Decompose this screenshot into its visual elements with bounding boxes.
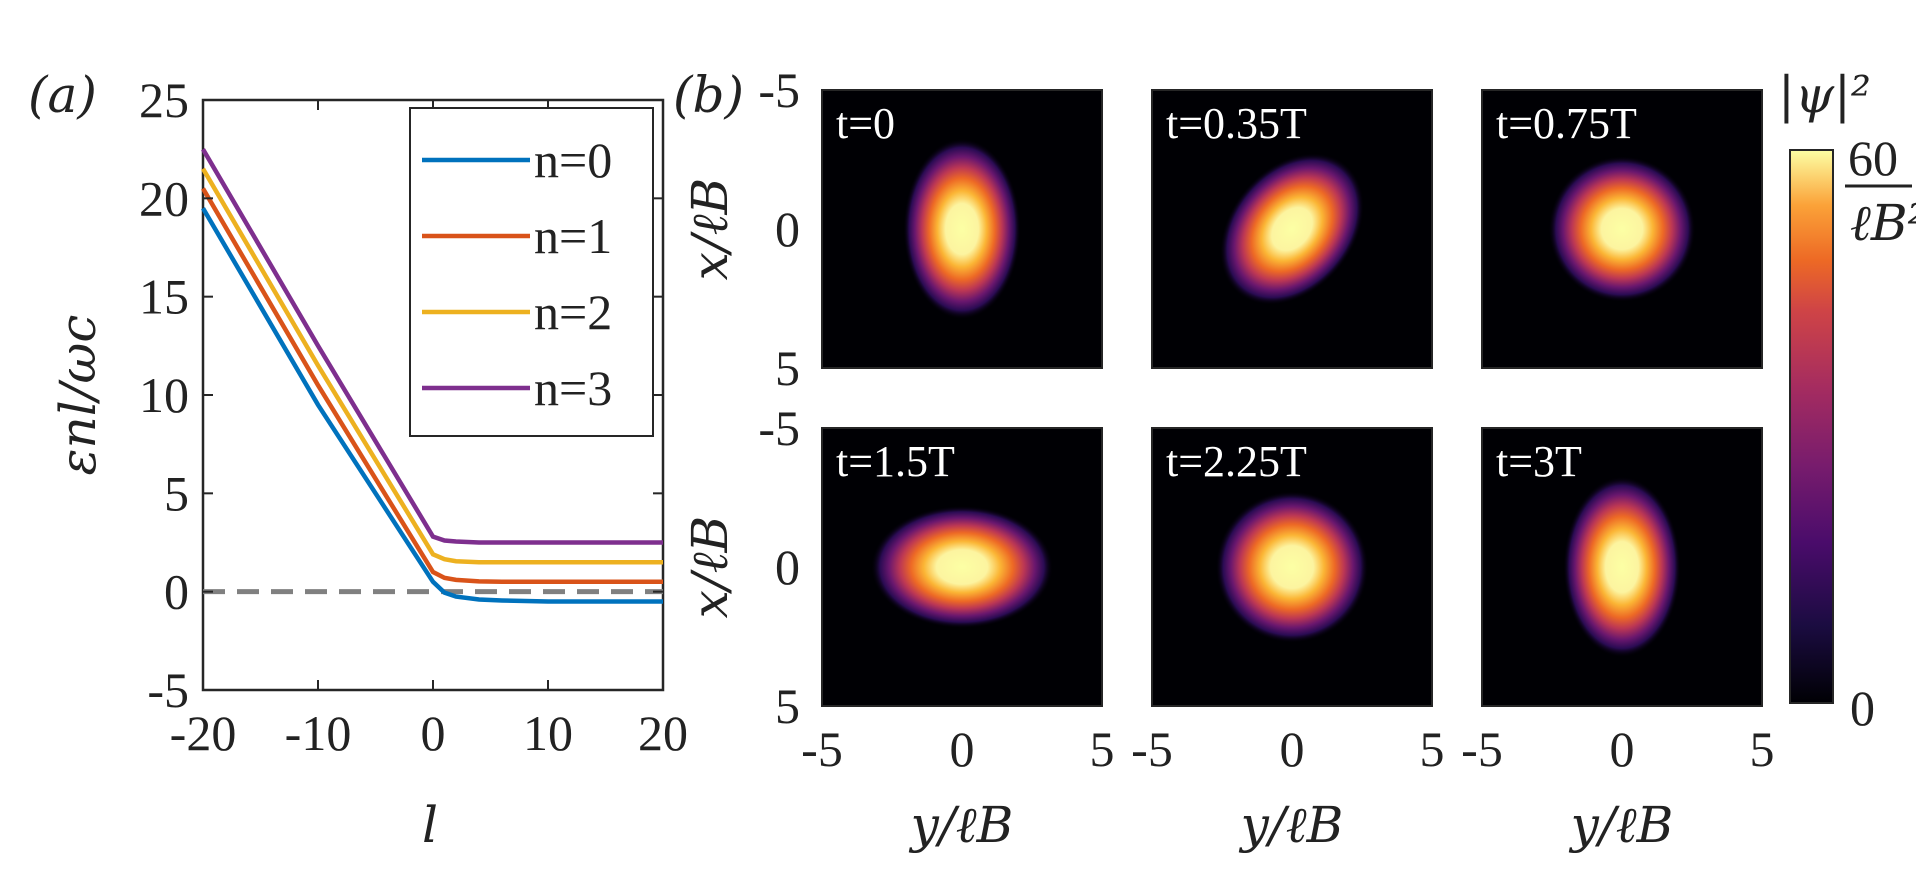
time-label: t=1.5T: [836, 437, 955, 486]
panel-b-label: (b): [673, 66, 744, 124]
heatmap-y-tick-label: 5: [775, 340, 800, 396]
y-tick-label: -5: [147, 662, 189, 718]
x-tick-label: -10: [285, 705, 352, 761]
density-blob: [870, 505, 1054, 629]
heatmap-x-tick-label: -5: [1131, 721, 1173, 777]
colorbar-max-unit: ℓB²: [1850, 194, 1916, 252]
legend-entry-n1: n=1: [534, 208, 612, 264]
heatmap-ylabel: x/ℓB: [681, 516, 739, 619]
series-line-n0: [201, 207, 663, 604]
panel-a-xlabel: l: [422, 796, 438, 854]
panel-a-ylabel: εnl/ωc: [49, 315, 107, 476]
panel-a-ticks: [202, 99, 664, 691]
y-tick-label: 10: [139, 367, 189, 423]
colorbar-min-label: 0: [1850, 680, 1875, 736]
heatmap-x-tick-label: 0: [1280, 721, 1305, 777]
heatmap-x-tick-label: -5: [1461, 721, 1503, 777]
density-blob: [1219, 152, 1365, 306]
panel-a-tick-labels: -20 -10 0 10 20 25 20 15 10 5 0 -5: [139, 72, 688, 761]
heatmap-x-tick-label: 5: [1090, 721, 1115, 777]
heatmap-x-tick-label: 0: [950, 721, 975, 777]
heatmap-xlabel: y/ℓB: [1239, 796, 1344, 854]
time-label: t=2.25T: [1166, 437, 1307, 486]
panel-a-label: (a): [28, 66, 97, 124]
heatmap-frame: t=0.75T: [1481, 89, 1763, 369]
heatmap-y-tick-label: -5: [758, 62, 800, 118]
y-tick-label: 20: [139, 170, 189, 226]
density-blob: [903, 138, 1021, 320]
legend-entry-n3: n=3: [534, 360, 612, 416]
colorbar-scale: [1789, 149, 1834, 704]
x-tick-label: 20: [638, 705, 688, 761]
heatmap-y-tick-label: 0: [775, 539, 800, 595]
legend-entry-n2: n=2: [534, 284, 612, 340]
series-line-n1: [201, 187, 663, 585]
series-line-n2: [201, 167, 663, 565]
heatmap-xlabel: y/ℓB: [909, 796, 1014, 854]
density-blob: [1563, 476, 1681, 658]
y-tick-label: 5: [164, 465, 189, 521]
series-line-n3: [201, 148, 663, 545]
heatmap-x-tick-label: 5: [1750, 721, 1775, 777]
heatmap-x-tick-label: 5: [1420, 721, 1445, 777]
time-label: t=0.75T: [1496, 99, 1637, 148]
heatmap-frame: t=3T: [1481, 427, 1763, 707]
heatmap-ylabel: x/ℓB: [681, 178, 739, 281]
heatmap-frame: t=2.25T: [1151, 427, 1433, 707]
time-label: t=0.35T: [1166, 99, 1307, 148]
panel-a-series: [201, 148, 663, 604]
y-tick-label: 0: [164, 564, 189, 620]
density-blob: [1548, 156, 1696, 302]
heatmap-xlabel: y/ℓB: [1569, 796, 1674, 854]
panel-b-axis-labels: y/ℓB y/ℓB y/ℓB x/ℓB x/ℓB: [681, 178, 1673, 854]
x-tick-label: 0: [421, 705, 446, 761]
colorbar-max-label: 60: [1848, 130, 1898, 186]
heatmap-grid: t=0 t=0.35T t=0.75T t=1.5T t=2.25T t=3T: [821, 89, 1763, 707]
time-label: t=3T: [1496, 437, 1582, 486]
heatmap-y-tick-label: 0: [775, 201, 800, 257]
legend-box: [409, 107, 654, 437]
heatmap-x-tick-label: 0: [1610, 721, 1635, 777]
x-tick-label: -20: [170, 705, 237, 761]
heatmap-y-tick-label: -5: [758, 400, 800, 456]
y-tick-label: 25: [139, 72, 189, 128]
legend-entry-n0: n=0: [534, 132, 612, 188]
panel-a: (a) -20 -10 0 10 20 25 20 15 10 5 0 -5 l εnl/ωc n=0…: [28, 66, 688, 854]
panel-b: (b) t=0 t=0.35T t=0.75T t=1.5T t=2.25T t=3T -…: [673, 62, 1916, 854]
y-tick-label: 15: [139, 269, 189, 325]
heatmap-frame: t=0.35T: [1151, 89, 1433, 369]
heatmap-y-tick-label: 5: [775, 678, 800, 734]
time-label: t=0: [836, 99, 895, 148]
heatmap-x-tick-label: -5: [801, 721, 843, 777]
x-tick-label: 10: [523, 705, 573, 761]
colorbar: |ψ|² 60 ℓB² 0: [1778, 66, 1916, 736]
panel-b-tick-labels: -5 0 5 -5 0 5 -5 0 5-505-505: [758, 62, 1774, 777]
colorbar-label: |ψ|²: [1778, 66, 1871, 124]
heatmap-frame: t=0: [821, 89, 1103, 369]
legend: n=0 n=1 n=2 n=3: [409, 107, 654, 437]
density-blob: [1215, 491, 1369, 643]
heatmap-frame: t=1.5T: [821, 427, 1103, 707]
